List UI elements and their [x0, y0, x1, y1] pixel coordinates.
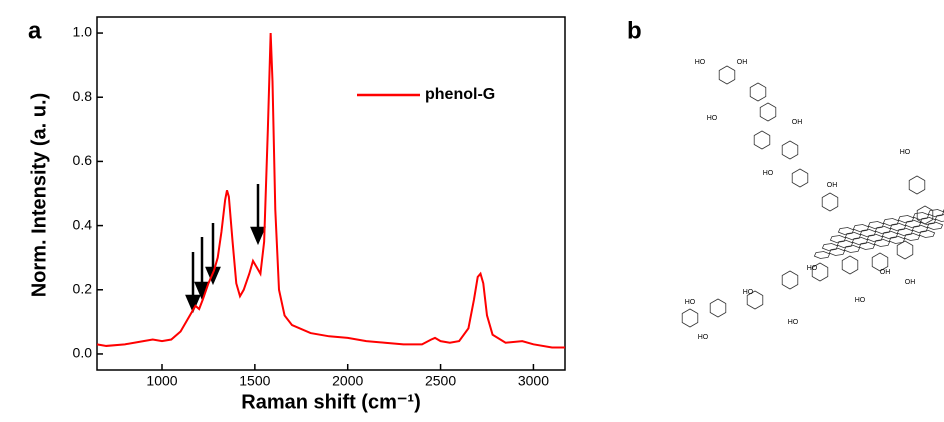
ring: [882, 218, 900, 226]
atom-label: HO: [900, 149, 911, 156]
atom-label: HO: [855, 297, 866, 304]
y-axis-label: Norm. Intensity (a. u.): [28, 93, 50, 297]
atom-label: HO: [743, 289, 754, 296]
atom-label: OH: [880, 269, 891, 276]
ring: [903, 233, 921, 241]
atom-label: OH: [792, 119, 803, 126]
y-tick-label: 0.8: [73, 88, 93, 104]
ring: [881, 231, 899, 239]
atom-label: OH: [737, 59, 748, 66]
ring: [888, 236, 906, 244]
ring: [828, 248, 846, 256]
ring: [746, 290, 764, 310]
ring: [911, 225, 929, 233]
atom-label: HO: [695, 59, 706, 66]
y-tick-label: 1.0: [73, 24, 93, 40]
panel-label: b: [627, 17, 642, 44]
ring: [781, 140, 799, 160]
ring: [926, 222, 944, 230]
ring: [844, 232, 862, 240]
ring: [866, 234, 884, 242]
legend-label: phenol-G: [425, 86, 495, 103]
data-line: [96, 33, 565, 349]
ring: [858, 242, 876, 250]
atom-label: HO: [707, 115, 718, 122]
y-tick-label: 0.6: [73, 152, 93, 168]
ring: [681, 308, 699, 328]
x-tick-label: 1000: [146, 373, 177, 389]
ring: [821, 192, 839, 212]
atom-label: HO: [685, 299, 696, 306]
ring: [908, 175, 926, 195]
ring: [718, 65, 736, 85]
y-tick-label: 0.2: [73, 280, 93, 296]
ring: [791, 168, 809, 188]
ring: [749, 82, 767, 102]
ring: [837, 227, 855, 235]
ring: [867, 221, 885, 229]
ring: [852, 224, 870, 232]
ring: [829, 235, 847, 243]
ring: [841, 255, 859, 275]
ring: [843, 245, 861, 253]
x-tick-label: 2000: [332, 373, 363, 389]
x-axis-label: Raman shift (cm⁻¹): [241, 391, 420, 413]
ring: [871, 252, 889, 272]
ring: [912, 212, 930, 220]
ring: [904, 220, 922, 228]
atom-label: HO: [788, 319, 799, 326]
ring: [709, 298, 727, 318]
ring: [897, 215, 915, 223]
ring: [896, 228, 914, 236]
y-tick-label: 0.0: [73, 345, 93, 361]
panel-label: a: [28, 17, 42, 44]
arrows: [185, 184, 266, 314]
ring: [781, 270, 799, 290]
x-tick-label: 2500: [425, 373, 456, 389]
ring: [889, 223, 907, 231]
plot-frame: [96, 16, 566, 371]
atom-label: OH: [905, 279, 916, 286]
ring: [851, 237, 869, 245]
ring: [821, 243, 839, 251]
y-tick-label: 0.4: [73, 216, 93, 232]
ring: [859, 229, 877, 237]
x-tick-label: 3000: [518, 373, 549, 389]
ring: [753, 130, 771, 150]
x-tick-label: 1500: [239, 373, 270, 389]
atom-label: HO: [807, 265, 818, 272]
ring: [896, 240, 914, 260]
ring: [811, 262, 829, 282]
atom-label: HO: [698, 334, 709, 341]
ring: [813, 251, 831, 259]
ring: [918, 230, 936, 238]
ring: [919, 217, 937, 225]
atom-label: HO: [763, 170, 774, 177]
ring: [873, 239, 891, 247]
ring: [934, 214, 944, 222]
ring: [927, 209, 944, 217]
atom-label: OH: [827, 182, 838, 189]
ring: [874, 226, 892, 234]
ring: [836, 240, 854, 248]
ring: [759, 102, 777, 122]
